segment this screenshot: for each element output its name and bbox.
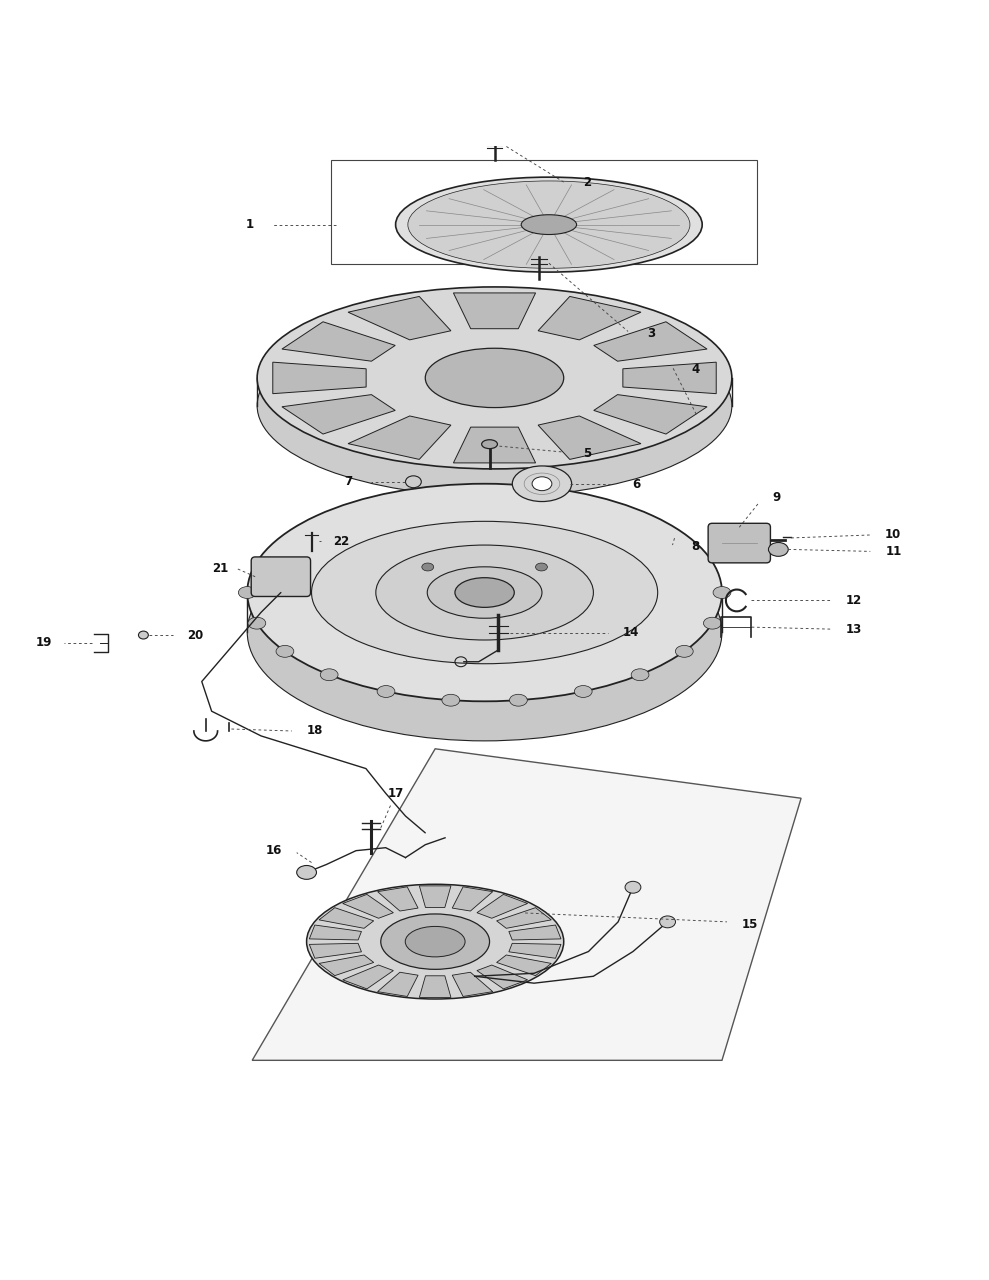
Text: 21: 21 — [213, 562, 228, 575]
Polygon shape — [419, 886, 451, 908]
Polygon shape — [282, 394, 396, 434]
Ellipse shape — [521, 215, 577, 234]
Polygon shape — [319, 955, 374, 975]
Polygon shape — [319, 908, 374, 928]
Text: 20: 20 — [187, 628, 203, 641]
FancyBboxPatch shape — [251, 557, 311, 596]
Text: 19: 19 — [36, 636, 51, 649]
Ellipse shape — [257, 287, 732, 468]
Ellipse shape — [320, 669, 338, 681]
Polygon shape — [593, 394, 707, 434]
Ellipse shape — [405, 927, 465, 957]
Ellipse shape — [247, 484, 722, 701]
Text: TM: TM — [641, 605, 654, 614]
Polygon shape — [282, 321, 396, 361]
Polygon shape — [477, 895, 527, 918]
Polygon shape — [378, 973, 418, 996]
Polygon shape — [453, 293, 536, 329]
Text: 6: 6 — [632, 479, 640, 492]
Text: 1: 1 — [246, 218, 254, 232]
Polygon shape — [343, 895, 394, 918]
Text: 18: 18 — [307, 724, 322, 737]
Polygon shape — [509, 943, 561, 959]
Text: ce: ce — [591, 608, 630, 636]
Polygon shape — [343, 965, 394, 989]
Ellipse shape — [482, 440, 497, 448]
Polygon shape — [310, 943, 361, 959]
Polygon shape — [453, 428, 536, 463]
Text: 16: 16 — [266, 844, 282, 858]
Polygon shape — [509, 925, 561, 940]
Ellipse shape — [257, 315, 732, 497]
Ellipse shape — [442, 694, 460, 707]
Ellipse shape — [405, 476, 421, 488]
Ellipse shape — [422, 563, 434, 571]
Ellipse shape — [631, 669, 649, 681]
Ellipse shape — [512, 466, 572, 502]
Ellipse shape — [407, 180, 690, 269]
Polygon shape — [496, 955, 551, 975]
Text: 4: 4 — [691, 362, 699, 375]
Ellipse shape — [247, 524, 722, 741]
Ellipse shape — [455, 577, 514, 608]
Ellipse shape — [312, 521, 658, 664]
Polygon shape — [348, 416, 451, 460]
Text: 12: 12 — [846, 594, 861, 607]
Ellipse shape — [138, 631, 148, 639]
Polygon shape — [310, 925, 361, 940]
Ellipse shape — [425, 348, 564, 407]
Ellipse shape — [376, 545, 593, 640]
Polygon shape — [452, 887, 493, 911]
Ellipse shape — [532, 477, 552, 490]
Ellipse shape — [377, 686, 395, 698]
Polygon shape — [538, 416, 641, 460]
Polygon shape — [378, 887, 418, 911]
Polygon shape — [496, 908, 551, 928]
Polygon shape — [348, 297, 451, 340]
Text: 14: 14 — [623, 626, 639, 639]
Ellipse shape — [703, 617, 721, 628]
Ellipse shape — [276, 645, 294, 657]
Text: Parts: Parts — [435, 590, 525, 620]
Ellipse shape — [575, 686, 592, 698]
Polygon shape — [593, 321, 707, 361]
Text: 22: 22 — [333, 535, 349, 548]
Polygon shape — [419, 975, 451, 997]
Ellipse shape — [675, 645, 693, 657]
Ellipse shape — [427, 567, 542, 618]
Ellipse shape — [660, 916, 675, 928]
Ellipse shape — [768, 543, 788, 557]
Ellipse shape — [381, 914, 490, 969]
Polygon shape — [623, 362, 716, 394]
Ellipse shape — [248, 617, 266, 628]
Text: 17: 17 — [388, 787, 404, 800]
Text: 8: 8 — [691, 540, 699, 553]
Polygon shape — [273, 362, 366, 394]
Ellipse shape — [307, 884, 564, 998]
Text: 2: 2 — [584, 175, 591, 188]
Text: 15: 15 — [742, 918, 758, 932]
Text: 13: 13 — [846, 622, 861, 636]
Text: 9: 9 — [772, 492, 781, 504]
FancyBboxPatch shape — [708, 524, 770, 563]
Text: 7: 7 — [344, 475, 352, 488]
Ellipse shape — [535, 563, 547, 571]
Ellipse shape — [509, 694, 527, 707]
Text: 3: 3 — [647, 326, 655, 340]
Ellipse shape — [238, 586, 256, 599]
Ellipse shape — [625, 882, 641, 893]
Polygon shape — [452, 973, 493, 996]
Polygon shape — [538, 297, 641, 340]
Ellipse shape — [297, 865, 316, 879]
Bar — [331, 160, 757, 264]
Ellipse shape — [713, 586, 731, 599]
Text: 5: 5 — [584, 447, 591, 460]
Text: 11: 11 — [886, 545, 902, 558]
Polygon shape — [477, 965, 527, 989]
Text: 10: 10 — [885, 529, 901, 541]
Polygon shape — [252, 749, 801, 1060]
Ellipse shape — [396, 177, 702, 273]
